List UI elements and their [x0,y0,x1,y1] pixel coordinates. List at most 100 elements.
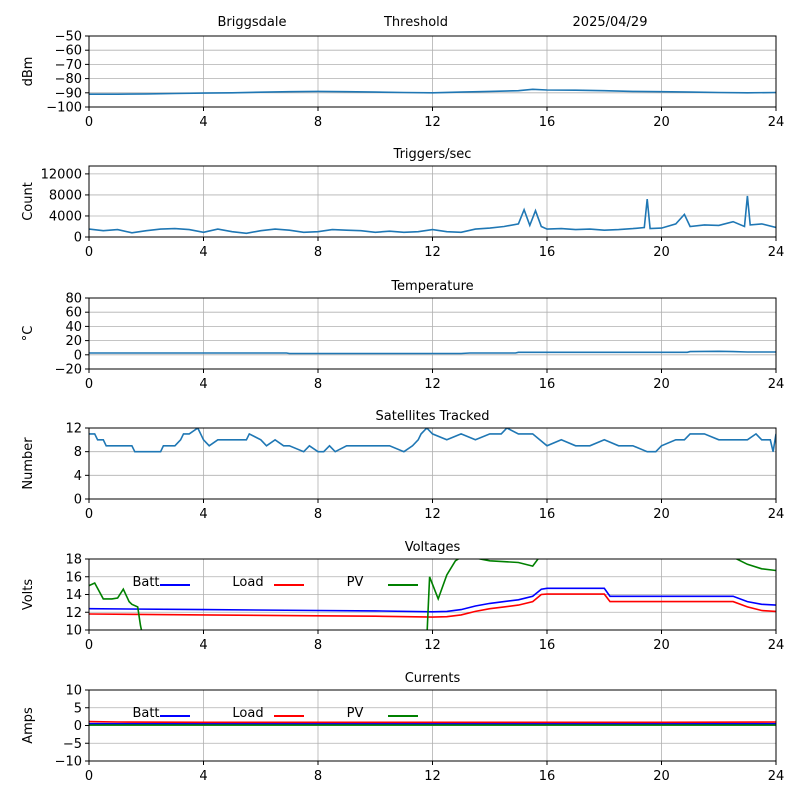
chart-panel-0: 0 4 8 12 16 20 24 −100−90−80−70−60−50 dBm [21,30,784,131]
legend-label-load: Load [232,706,263,721]
y-tick-label: −5 [63,737,82,752]
x-tick-label: 24 [768,769,785,784]
y-tick-label: −70 [55,58,82,73]
y-tick-label: 12 [65,422,82,437]
y-axis-label: dBm [21,57,36,87]
x-tick-label: 24 [768,115,785,130]
legend-label-pv: PV [347,706,364,721]
header-date: 2025/04/29 [573,15,648,30]
y-tick-label: −100 [46,101,82,116]
y-tick-label: 60 [65,306,82,321]
x-tick-label: 0 [85,377,93,392]
x-tick-label: 24 [768,377,785,392]
panel-title: Temperature [390,279,473,294]
x-tick-label: 0 [85,245,93,260]
y-tick-label: 0 [74,348,82,363]
x-tick-label: 4 [199,115,207,130]
x-tick-label: 16 [539,769,556,784]
x-tick-label: 12 [424,769,441,784]
x-tick-label: 16 [539,115,556,130]
x-tick-label: 8 [314,115,322,130]
y-tick-label: 10 [65,624,82,639]
y-tick-label: −10 [55,755,82,770]
x-tick-label: 0 [85,638,93,653]
y-tick-label: −80 [55,72,82,87]
y-axis-label: Amps [21,707,36,744]
x-tick-label: 24 [768,245,785,260]
y-tick-label: 0 [74,231,82,246]
x-tick-label: 4 [199,507,207,522]
y-tick-label: 12000 [41,167,82,182]
y-axis-label: °C [21,326,36,342]
y-tick-label: 18 [65,553,82,568]
y-tick-label: 0 [74,719,82,734]
x-tick-label: 8 [314,245,322,260]
y-tick-label: −90 [55,86,82,101]
y-tick-label: 20 [65,334,82,349]
chart-panel-5: 0 4 8 12 16 20 24 −10 −5 0 5 10 Amps Currents Batt Load… [21,671,784,784]
x-tick-label: 8 [314,377,322,392]
x-tick-label: 20 [653,507,670,522]
series-line-0 [89,195,776,235]
legend-label-load: Load [232,575,263,590]
series-line-load [89,593,776,618]
x-tick-label: 8 [314,769,322,784]
y-axis-label: Number [21,437,36,490]
series-line-batt [89,587,776,613]
y-tick-label: 8000 [49,188,82,203]
y-tick-label: 4 [74,469,82,484]
y-tick-label: 0 [74,493,82,508]
chart-panel-3: 0 4 8 12 16 20 24 0 4 8 12 Number Satellites Tracked [21,409,784,522]
header-title: Threshold [383,15,448,30]
x-tick-label: 16 [539,245,556,260]
y-tick-label: 5 [74,701,82,716]
y-tick-label: 12 [65,606,82,621]
y-tick-label: 10 [65,684,82,699]
panel-title: Currents [405,671,461,686]
y-tick-label: −60 [55,44,82,59]
series-line-0 [89,88,776,95]
legend-label-batt: Batt [132,575,159,590]
header-station: Briggsdale [218,15,287,30]
x-tick-label: 24 [768,638,785,653]
y-axis-label: Count [21,182,36,221]
x-tick-label: 12 [424,638,441,653]
x-tick-label: 4 [199,377,207,392]
legend-label-batt: Batt [132,706,159,721]
y-tick-label: 40 [65,320,82,335]
x-tick-label: 8 [314,507,322,522]
x-tick-label: 12 [424,507,441,522]
x-tick-label: 20 [653,377,670,392]
series-line-load [89,720,776,724]
x-tick-label: 0 [85,115,93,130]
series-line-0 [89,350,776,355]
x-tick-label: 24 [768,507,785,522]
panel-title: Satellites Tracked [376,409,490,424]
x-tick-label: 12 [424,245,441,260]
y-tick-label: 4000 [49,209,82,224]
y-axis-label: Volts [21,579,36,611]
panel-title: Voltages [405,540,461,555]
y-tick-label: 80 [65,292,82,307]
x-tick-label: 16 [539,638,556,653]
chart-panel-1: 0 4 8 12 16 20 24 0 4000 8000 12000 Count Triggers/s… [21,147,784,260]
y-tick-label: 16 [65,570,82,585]
y-tick-label: −20 [55,363,82,378]
x-tick-label: 4 [199,769,207,784]
y-tick-label: 14 [65,588,82,603]
x-tick-label: 20 [653,245,670,260]
chart-panel-4: 0 4 8 12 16 20 24 10 12 14 16 18 Volts Voltages Batt Lo… [21,540,784,653]
panel-title: Triggers/sec [393,147,472,162]
y-tick-label: 8 [74,445,82,460]
x-tick-label: 0 [85,507,93,522]
x-tick-label: 8 [314,638,322,653]
x-tick-label: 0 [85,769,93,784]
y-tick-label: −50 [55,30,82,45]
x-tick-label: 20 [653,769,670,784]
series-line-0 [89,428,776,453]
x-tick-label: 12 [424,377,441,392]
